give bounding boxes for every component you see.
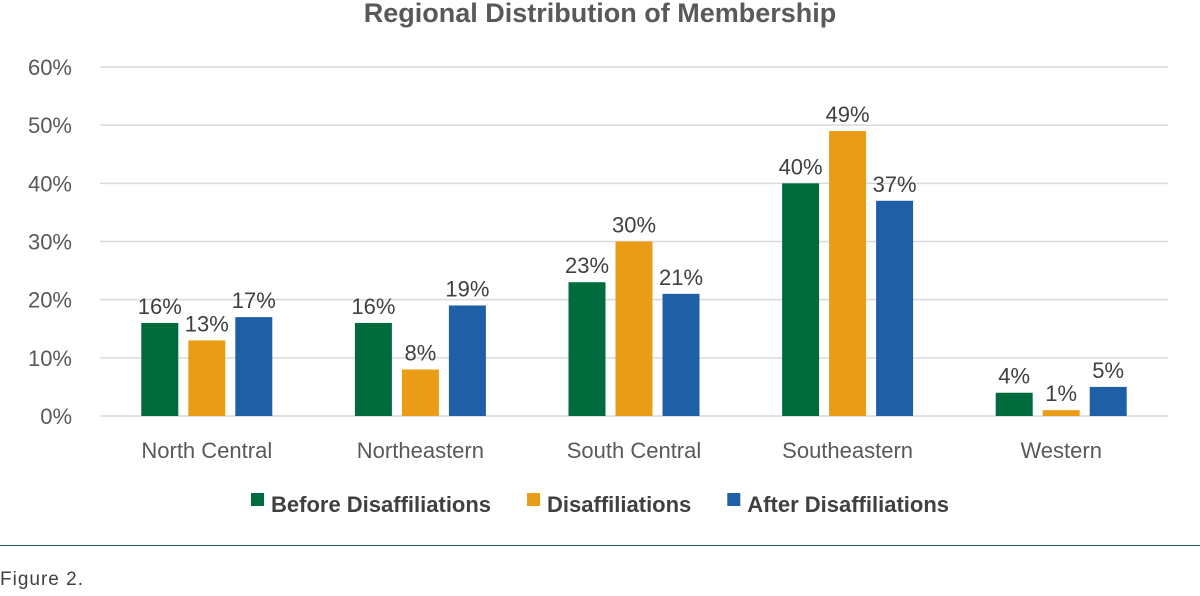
- bar-before-disaffiliations: [782, 183, 820, 416]
- legend-item: Before Disaffiliations: [251, 492, 491, 517]
- legend-label: Before Disaffiliations: [271, 492, 491, 517]
- y-tick-label: 60%: [28, 55, 72, 80]
- chart: Regional Distribution of Membership 0% 10…: [28, 0, 1168, 517]
- data-labels: 16%13%17% 16%8%19%23%30%21%40%49%37%4%1%5…: [138, 102, 1124, 406]
- bar-disaffiliations: [401, 369, 439, 416]
- legend-item: After Disaffiliations: [727, 492, 949, 517]
- y-tick-label: 50%: [28, 113, 72, 138]
- x-category-label: Western: [1020, 438, 1102, 463]
- y-tick-label: 40%: [28, 171, 72, 196]
- y-tick-label: 20%: [28, 288, 72, 313]
- figure-caption: Figure 2.: [0, 569, 84, 590]
- data-label: 4%: [998, 364, 1030, 389]
- y-tick-label: 10%: [28, 346, 72, 371]
- y-tick-label: 30%: [28, 230, 72, 255]
- legend-label: Disaffiliations: [547, 492, 691, 517]
- data-label: 37%: [873, 172, 917, 197]
- legend-item: Disaffiliations: [527, 492, 691, 517]
- bar-after-disaffiliations: [448, 305, 486, 416]
- data-label: 30%: [612, 213, 656, 238]
- legend-swatch: [527, 493, 541, 506]
- y-tick-label: 0%: [40, 404, 72, 429]
- bar-before-disaffiliations: [354, 322, 392, 416]
- bar-before-disaffiliations: [568, 282, 606, 416]
- x-category-label: North Central: [141, 438, 272, 463]
- data-label: 49%: [826, 102, 870, 127]
- bar-disaffiliations: [188, 340, 226, 416]
- x-category-label: South Central: [567, 438, 702, 463]
- legend-swatch: [727, 493, 741, 506]
- data-label: 5%: [1092, 358, 1124, 383]
- data-label: 17%: [232, 288, 276, 313]
- data-label: 13%: [185, 311, 229, 336]
- caption-divider: [0, 545, 1200, 546]
- data-label: 19%: [445, 276, 489, 301]
- data-label: 40%: [779, 154, 823, 179]
- data-label: 16%: [138, 294, 182, 319]
- legend-swatch: [251, 493, 264, 506]
- x-category-label: Northeastern: [357, 438, 484, 463]
- data-label: 23%: [565, 253, 609, 278]
- bar-disaffiliations: [615, 241, 653, 416]
- bars: [141, 130, 1127, 416]
- y-axis: 0% 10% 20% 30% 40% 50% 60%: [28, 55, 72, 429]
- bar-after-disaffiliations: [876, 200, 914, 416]
- bar-disaffiliations: [829, 130, 867, 416]
- bar-disaffiliations: [1042, 410, 1080, 416]
- bar-before-disaffiliations: [141, 322, 179, 416]
- legend: Before Disaffiliations Disaffiliations Aft…: [251, 492, 949, 517]
- chart-title: Regional Distribution of Membership: [364, 0, 837, 28]
- data-label: 1%: [1045, 381, 1077, 406]
- bar-after-disaffiliations: [662, 293, 700, 416]
- data-label: 21%: [659, 265, 703, 290]
- x-axis: North Central Northeastern South Central So…: [141, 438, 1102, 463]
- data-label: 8%: [405, 340, 437, 365]
- legend-label: After Disaffiliations: [747, 492, 949, 517]
- x-category-label: Southeastern: [782, 438, 913, 463]
- bar-before-disaffiliations: [995, 392, 1033, 416]
- data-label: 16%: [351, 294, 395, 319]
- bar-after-disaffiliations: [235, 317, 273, 416]
- bar-after-disaffiliations: [1089, 386, 1127, 416]
